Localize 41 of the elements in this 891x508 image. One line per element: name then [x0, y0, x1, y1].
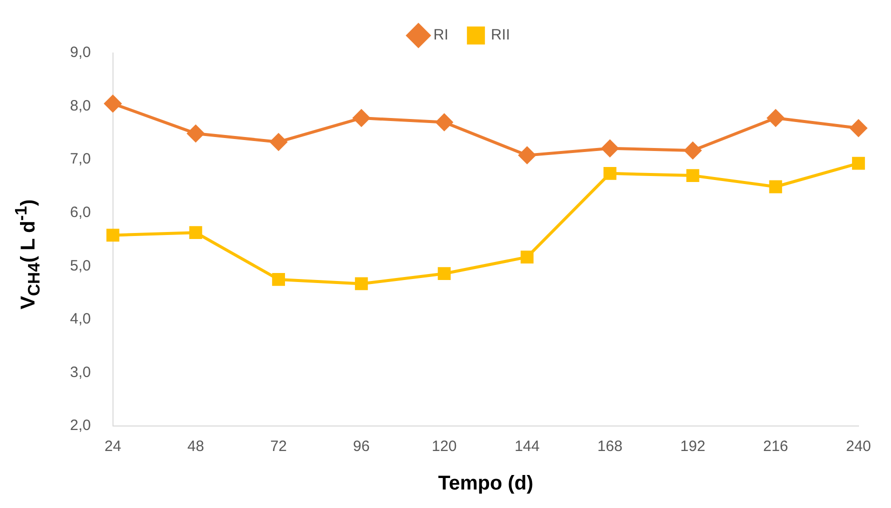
x-axis-title: Tempo (d)	[438, 472, 534, 495]
point	[520, 250, 534, 264]
point	[187, 124, 204, 142]
y-tick-label: 5,0	[70, 257, 91, 274]
x-tick-label: 216	[763, 438, 788, 456]
point	[603, 166, 616, 180]
point	[686, 169, 700, 182]
x-tick-label: 144	[514, 438, 540, 456]
point	[272, 273, 285, 286]
point	[106, 228, 120, 242]
y-tick-label: 4,0	[70, 310, 91, 328]
y-tick-label: 9,0	[70, 44, 91, 62]
legend-label: RI	[433, 26, 448, 44]
point	[518, 146, 536, 164]
x-tick-label: 120	[432, 438, 457, 456]
point	[850, 120, 867, 137]
point	[436, 114, 453, 131]
y-tick-label: 3,0	[70, 364, 91, 381]
point	[270, 133, 288, 150]
x-tick-label: 240	[846, 438, 871, 456]
x-tick-label: 96	[353, 438, 370, 456]
point	[601, 140, 618, 157]
point	[354, 277, 368, 290]
x-tick-label: 192	[680, 438, 706, 456]
y-tick-label: 8,0	[70, 97, 91, 114]
y-tick-label: 2,0	[70, 417, 91, 434]
x-tick-label: 24	[104, 438, 122, 456]
point	[352, 110, 370, 127]
point	[104, 95, 122, 112]
y-tick-label: 6,0	[70, 204, 91, 221]
point	[189, 226, 202, 240]
point	[684, 142, 702, 160]
point	[767, 110, 784, 127]
x-tick-label: 72	[270, 438, 287, 456]
point	[852, 156, 865, 170]
x-tick-label: 168	[597, 438, 622, 456]
point	[769, 180, 782, 194]
y-tick-label: 7,0	[70, 150, 91, 168]
point	[438, 267, 451, 280]
legend-label: RII	[490, 26, 510, 44]
x-tick-label: 48	[187, 438, 204, 456]
